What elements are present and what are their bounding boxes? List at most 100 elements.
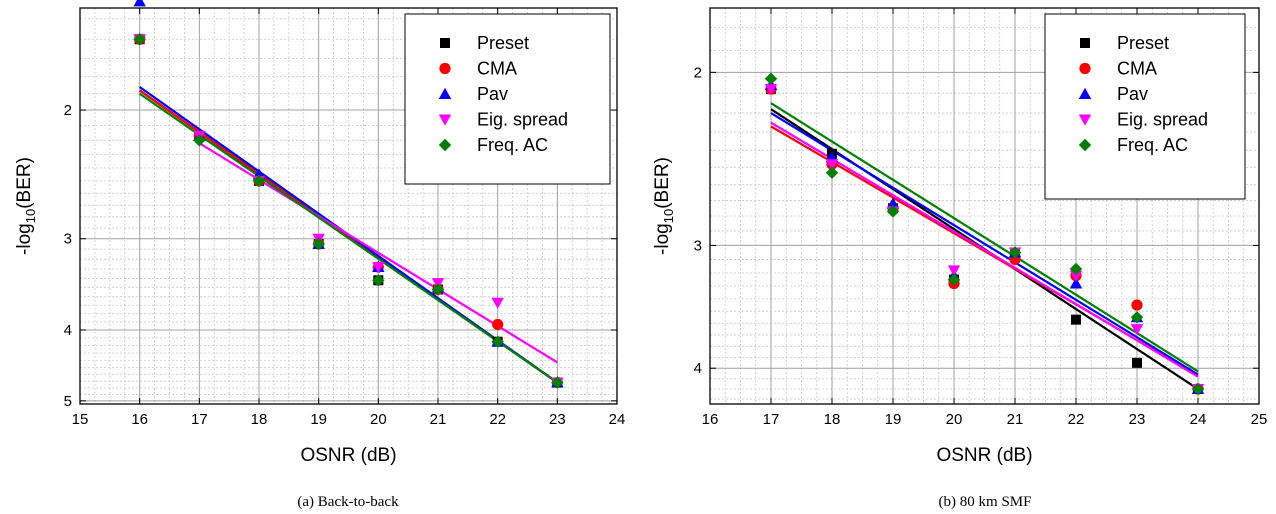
y-axis-label: -log10(BER) [14, 157, 38, 255]
fit-line-pav [770, 112, 1199, 376]
x-tick-label: 25 [1251, 411, 1268, 428]
data-point [372, 262, 385, 274]
legend-marker [440, 38, 450, 48]
x-tick-label: 17 [191, 411, 208, 428]
legend-marker [438, 114, 452, 126]
x-tick-label: 20 [370, 411, 387, 428]
legend-label: Pav [1117, 84, 1148, 104]
data-point [312, 237, 325, 251]
legend-label: Eig. spread [477, 110, 568, 130]
series-freq-ac [133, 33, 564, 389]
y-tick-label: 2 [64, 102, 72, 119]
data-point [1069, 270, 1083, 282]
legend-marker [438, 87, 452, 99]
legend-box [1044, 13, 1246, 200]
figure-caption: (b) 80 km SMF [939, 494, 1032, 510]
data-point [1191, 382, 1205, 396]
legend-label: CMA [1117, 59, 1157, 79]
legend-label: Freq. AC [477, 135, 548, 155]
x-tick-label: 19 [310, 411, 327, 428]
data-point [492, 318, 504, 331]
data-point [764, 84, 778, 96]
y-tick-label: 4 [694, 360, 702, 377]
data-point [947, 265, 961, 277]
fit-line-freq-ac [770, 102, 1199, 373]
fit-line-eig-spread [770, 121, 1199, 378]
data-point [431, 283, 445, 296]
data-point [825, 166, 839, 179]
y-axis-label: -log10(BER) [652, 157, 676, 255]
plot-frame [79, 7, 618, 405]
legend-label: Freq. AC [1117, 135, 1188, 155]
data-point [252, 174, 266, 188]
data-point [551, 376, 564, 389]
data-point [1131, 299, 1143, 311]
data-point [133, 33, 146, 46]
data-point [1071, 314, 1081, 325]
data-point [1008, 246, 1022, 259]
x-tick-label: 23 [549, 411, 566, 428]
legend-marker [1080, 38, 1090, 48]
y-axis-label-tail: (BER) [14, 157, 35, 209]
x-tick-label: 19 [885, 411, 902, 428]
data-point [491, 335, 504, 348]
legend-label: Pav [477, 84, 508, 104]
x-tick-label: 18 [251, 411, 268, 428]
data-point [886, 205, 900, 218]
x-tick-label: 18 [824, 411, 841, 428]
y-tick-label: 3 [694, 237, 702, 254]
legend-label: CMA [477, 59, 517, 79]
x-tick-label: 16 [131, 411, 148, 428]
legend-marker [1079, 62, 1091, 75]
legend-marker [1078, 114, 1092, 126]
data-point [491, 297, 504, 309]
y-axis-label-subscript: 10 [23, 209, 38, 223]
x-tick-label: 23 [1129, 411, 1146, 428]
y-tick-label: 5 [64, 393, 72, 410]
y-axis-label-main: -log [652, 223, 673, 255]
y-axis-label-main: -log [14, 223, 35, 255]
data-point [193, 134, 206, 147]
legend-box [404, 13, 611, 185]
legend-marker [438, 138, 452, 152]
y-tick-label: 3 [64, 231, 72, 248]
series-freq-ac [764, 72, 1205, 396]
legend-marker [1078, 87, 1092, 99]
x-tick-label: 21 [1007, 411, 1024, 428]
y-tick-label: 4 [64, 322, 72, 339]
legend-label: Eig. spread [1117, 110, 1208, 130]
legend-label: Preset [477, 33, 529, 53]
figure-caption: (a) Back-to-back [297, 494, 399, 510]
y-tick-label: 2 [694, 64, 702, 81]
data-point [764, 72, 778, 85]
x-tick-label: 24 [1190, 411, 1207, 428]
legend-marker [1078, 138, 1092, 152]
data-point [1130, 324, 1144, 336]
legend: Preset CMA Pav Eig. spread Freq. AC [404, 13, 611, 185]
x-axis-label: OSNR (dB) [300, 445, 396, 466]
x-tick-label: 20 [946, 411, 963, 428]
x-tick-label: 15 [72, 411, 89, 428]
data-point [886, 197, 900, 209]
data-point [1069, 262, 1083, 276]
data-point [825, 159, 839, 171]
x-tick-label: 24 [609, 411, 626, 428]
x-axis-label: OSNR (dB) [936, 445, 1032, 466]
data-point [947, 273, 961, 286]
legend-marker [439, 62, 451, 75]
x-tick-label: 21 [430, 411, 447, 428]
x-tick-label: 16 [702, 411, 719, 428]
y-axis-label-subscript: 10 [661, 209, 676, 223]
grid [80, 8, 617, 404]
data-point [1132, 357, 1142, 368]
y-axis-label-tail: (BER) [652, 157, 673, 209]
fit-line-freq-ac [139, 92, 558, 384]
plot-frame [709, 7, 1260, 405]
x-tick-label: 22 [1068, 411, 1085, 428]
data-point [1069, 277, 1083, 289]
x-tick-label: 22 [489, 411, 506, 428]
legend-label: Preset [1117, 33, 1169, 53]
